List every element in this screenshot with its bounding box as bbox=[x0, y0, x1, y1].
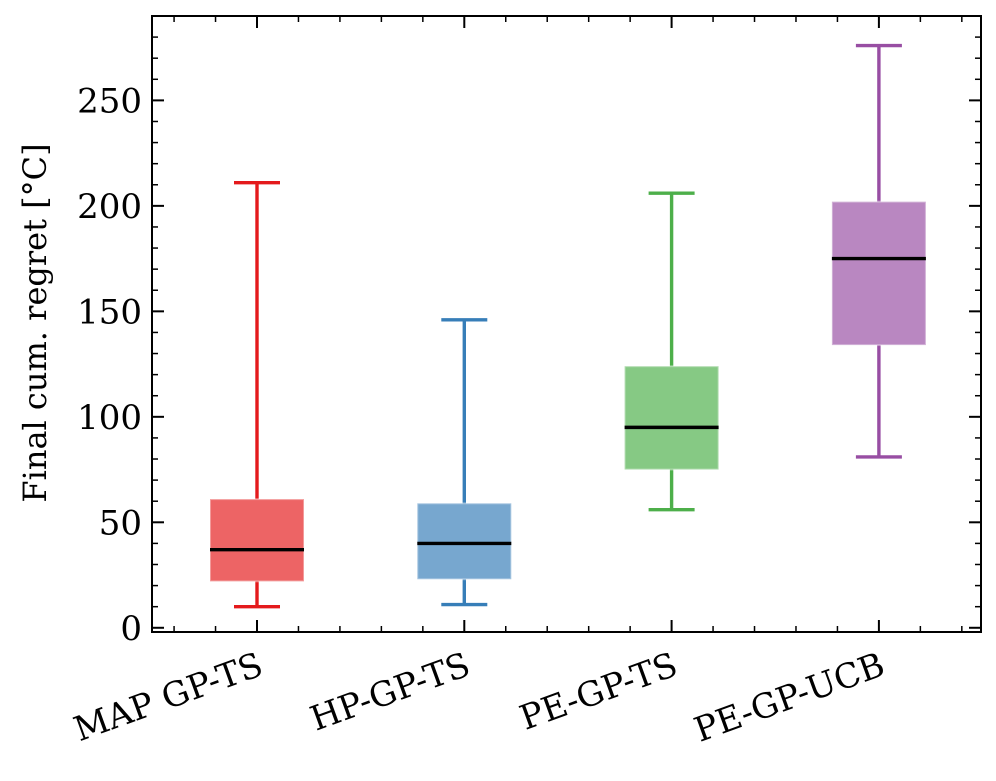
y-tick-label: 0 bbox=[120, 609, 142, 649]
plot-frame bbox=[151, 15, 982, 633]
x-tick-label: PE-GP-TS bbox=[515, 645, 683, 739]
x-tick-label: MAP GP-TS bbox=[69, 645, 268, 750]
y-tick-label: 250 bbox=[77, 81, 142, 121]
y-axis-label: Final cum. regret [°C] bbox=[16, 143, 54, 502]
box-body bbox=[416, 502, 513, 581]
box-series bbox=[209, 43, 927, 609]
y-tick-label: 100 bbox=[77, 398, 142, 438]
box-3 bbox=[623, 191, 720, 512]
y-tick-label: 200 bbox=[77, 187, 142, 227]
box-4 bbox=[830, 43, 927, 459]
x-tick-label: HP-GP-TS bbox=[305, 645, 475, 740]
box-1 bbox=[209, 180, 305, 609]
y-tick-label: 150 bbox=[77, 292, 142, 332]
y-tick-label: 50 bbox=[99, 503, 142, 543]
box-2 bbox=[416, 318, 513, 607]
axes: 0 50 100 150 200 250 MAP GP-TS HP-GP-TS PE-GP-TS… bbox=[69, 15, 982, 751]
box-body bbox=[623, 365, 720, 471]
x-tick-label: PE-GP-UCB bbox=[689, 645, 890, 751]
box-body bbox=[830, 200, 927, 347]
box-body bbox=[209, 498, 305, 583]
